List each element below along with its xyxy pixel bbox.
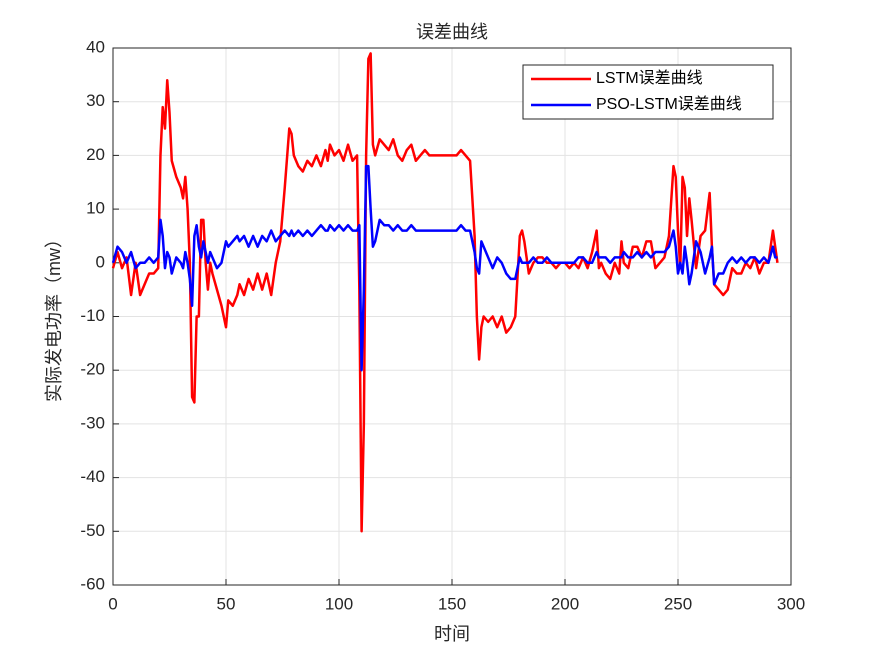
legend: LSTM误差曲线 PSO-LSTM误差曲线 — [522, 64, 774, 120]
y-tick-label: -30 — [80, 413, 105, 432]
x-tick-label: 50 — [217, 594, 236, 613]
legend-label: LSTM误差曲线 — [596, 69, 703, 87]
chart-title: 误差曲线 — [416, 22, 488, 42]
x-tick-label: 300 — [777, 594, 805, 613]
x-tick-label: 250 — [664, 594, 692, 613]
x-tick-label: 0 — [108, 594, 117, 613]
y-tick-label: -50 — [80, 521, 105, 540]
y-tick-label: -10 — [80, 306, 105, 325]
data-line — [111, 52, 779, 533]
x-tick-label: 100 — [325, 594, 353, 613]
plot-box — [112, 47, 792, 586]
y-tick-label: -40 — [80, 467, 105, 486]
y-axis-label: 实际发电功率（mw） — [44, 230, 64, 402]
y-tick-label: 0 — [96, 252, 105, 271]
y-tick-label: 30 — [86, 91, 105, 110]
y-tick-label: 10 — [86, 199, 105, 218]
y-tick-label: 20 — [86, 145, 105, 164]
x-tick-label: 200 — [551, 594, 579, 613]
x-axis-label: 时间 — [434, 624, 470, 644]
x-tick-label: 150 — [438, 594, 466, 613]
y-tick-label: -60 — [80, 574, 105, 593]
y-tick-label: 40 — [86, 37, 105, 56]
data-line — [111, 164, 778, 372]
y-tick-label: -20 — [80, 360, 105, 379]
legend-label: PSO-LSTM误差曲线 — [596, 95, 742, 113]
legend-box — [522, 64, 774, 120]
